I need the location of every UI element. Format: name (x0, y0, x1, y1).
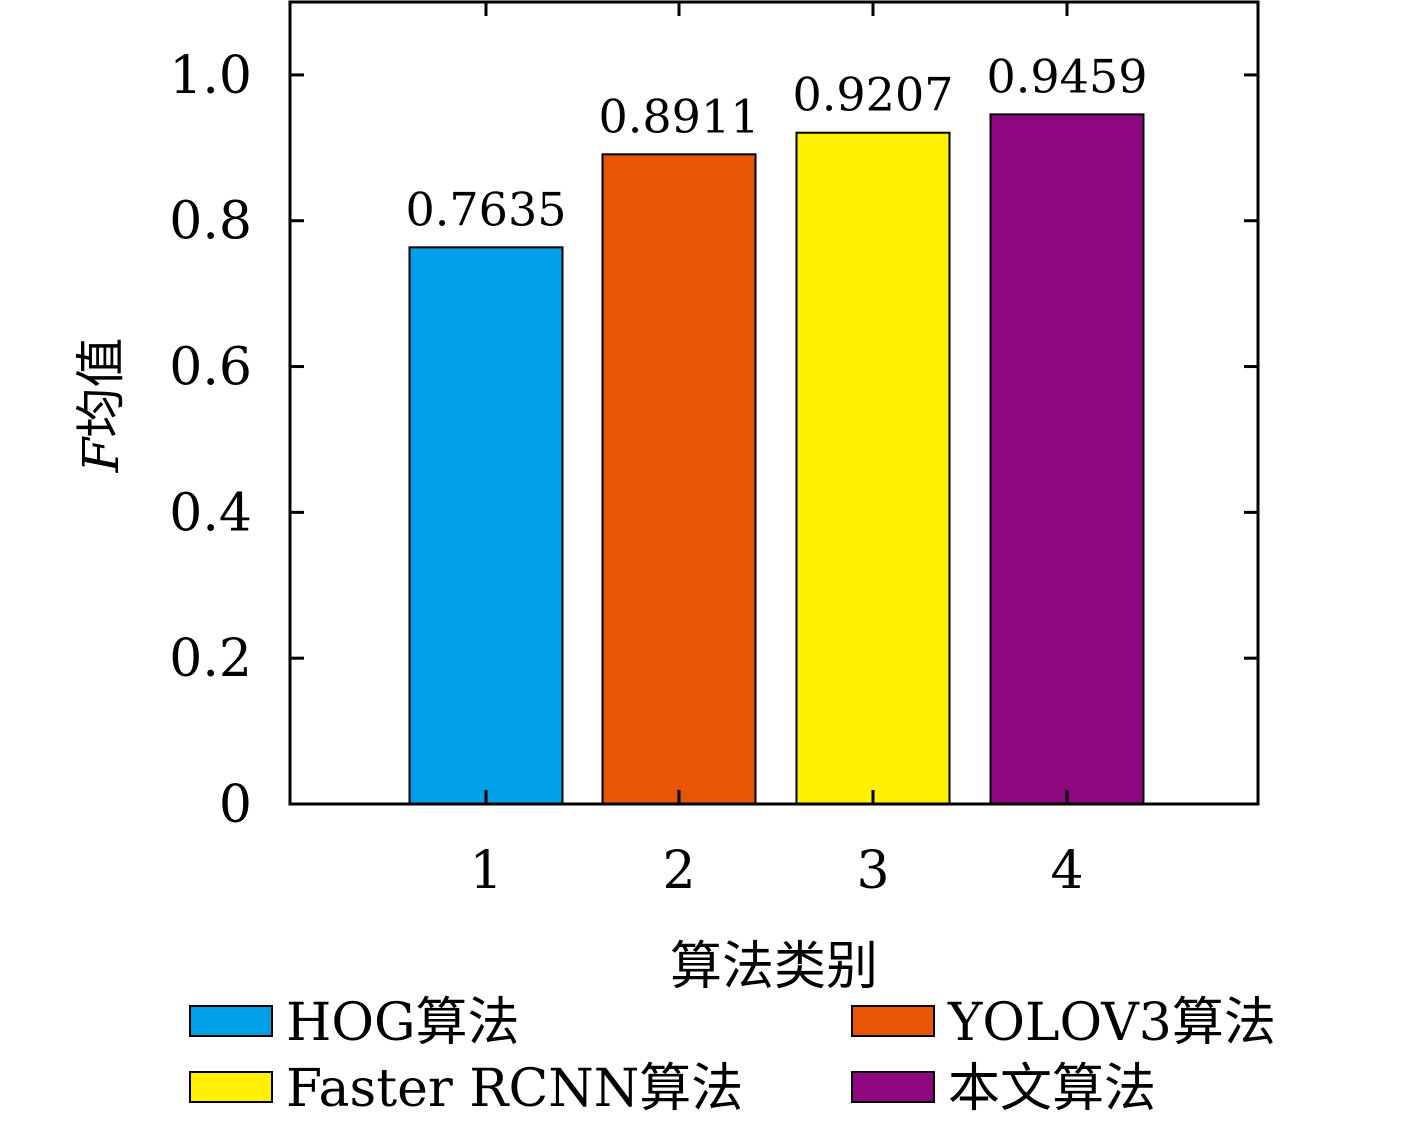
data-labels-layer: 0.7635 0.8911 0.9207 0.9459 (406, 49, 1148, 236)
x-tick-label-2: 2 (662, 841, 695, 901)
x-tick-label-1: 1 (469, 841, 502, 901)
y-tick-label-1: 0.2 (169, 629, 252, 689)
data-label-4: 0.9459 (987, 49, 1148, 103)
bars-layer (408, 113, 1145, 806)
y-tick-label-3: 0.6 (169, 338, 252, 398)
legend: HOG算法 YOLOV3算法 Faster RCNN算法 本文算法 (189, 993, 1276, 1119)
legend-swatch-3 (189, 1071, 273, 1103)
y-tick-label-2: 0.4 (169, 483, 252, 543)
bar-4 (989, 113, 1145, 805)
legend-label-2: YOLOV3算法 (947, 993, 1276, 1053)
data-label-1: 0.7635 (406, 182, 567, 236)
x-tick-labels: 1 2 3 4 (469, 841, 1083, 901)
legend-label-1: HOG算法 (286, 993, 520, 1053)
bar-1 (408, 246, 564, 805)
bar-2 (601, 153, 757, 806)
legend-swatch-1 (189, 1005, 273, 1037)
x-axis-label: 算法类别 (670, 937, 878, 997)
y-tick-label-4: 0.8 (169, 192, 252, 252)
data-label-2: 0.8911 (599, 89, 760, 143)
y-tick-labels: 0 0.2 0.4 0.6 0.8 1.0 (169, 46, 252, 835)
y-tick-label-0: 0 (219, 775, 252, 835)
bar-3 (795, 131, 951, 805)
x-tick-label-4: 4 (1050, 841, 1083, 901)
x-tick-label-3: 3 (856, 841, 889, 901)
legend-swatch-2 (851, 1005, 935, 1037)
legend-swatch-4 (851, 1071, 935, 1103)
y-axis-label-rest: 均值 (72, 338, 130, 438)
data-label-3: 0.9207 (793, 68, 954, 122)
y-axis-label-italic: F (72, 435, 130, 473)
legend-label-3: Faster RCNN算法 (286, 1059, 743, 1119)
y-axis-label: F均值 (72, 338, 130, 474)
legend-label-4: 本文算法 (948, 1059, 1156, 1119)
ticks-layer (290, 2, 1258, 806)
y-tick-label-5: 1.0 (169, 46, 252, 106)
plot-frame (288, 0, 1260, 806)
